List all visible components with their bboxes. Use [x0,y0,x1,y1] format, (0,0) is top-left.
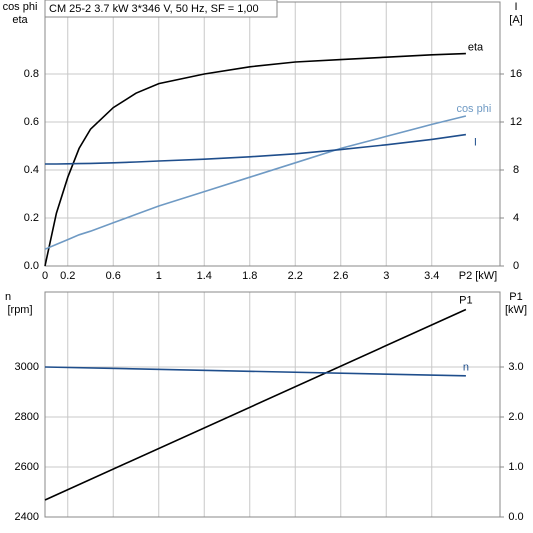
x-tick-label: 1 [156,270,162,282]
y-tick-label: 0.8 [24,68,39,80]
series-label: I [474,137,477,149]
y-tick-label: 2400 [15,511,39,523]
y-tick-label: 2600 [15,461,39,473]
y-tick-label: 0.0 [24,260,39,272]
y2-tick-label: 0 [513,260,519,272]
x-tick-label: 0 [42,270,48,282]
y2-tick-label: 16 [510,68,522,80]
y-tick-label: 0.6 [24,116,39,128]
y-axis-label: cos phi [3,1,38,13]
series-label: P1 [459,294,472,306]
x-tick-label: 3.4 [424,270,439,282]
y-tick-label: 0.2 [24,212,39,224]
y-axis-label: [rpm] [7,304,32,316]
x-tick-label: 1.4 [197,270,212,282]
series-line [44,366,466,377]
y2-tick-label: 2.0 [508,411,523,423]
y2-tick-label: 8 [513,164,519,176]
series-label: n [463,362,469,374]
x-tick-label: 0.2 [60,270,75,282]
y2-axis-label: P1 [509,291,522,303]
y-tick-label: 3000 [15,361,39,373]
x-tick-label: 2.2 [288,270,303,282]
x-tick-label: 2.6 [333,270,348,282]
y2-tick-label: 12 [510,116,522,128]
x-axis-label: P2 [kW] [459,270,498,282]
series-line [45,133,467,165]
y2-axis-label: [A] [509,14,522,26]
x-tick-label: 1.8 [242,270,257,282]
chart-title: CM 25-2 3.7 kW 3*346 V, 50 Hz, SF = 1,00 [49,3,259,15]
series-line [44,115,467,250]
y2-tick-label: 1.0 [508,461,523,473]
y2-tick-label: 3.0 [508,361,523,373]
series-line [44,52,466,267]
y2-tick-label: 0.0 [508,511,523,523]
series-label: eta [468,42,484,54]
y-tick-label: 2800 [15,411,39,423]
y-axis-label: eta [12,14,28,26]
y2-tick-label: 4 [513,212,519,224]
y2-axis-label: [kW] [505,304,527,316]
y-tick-label: 0.4 [24,164,39,176]
x-tick-label: 3 [383,270,389,282]
plot-frame [44,291,501,518]
series-label: cos phi [456,103,491,115]
y2-axis-label: I [514,1,517,13]
series-line [44,308,467,501]
y-axis-label: n [5,291,11,303]
title-box [44,0,278,18]
x-tick-label: 0.6 [106,270,121,282]
